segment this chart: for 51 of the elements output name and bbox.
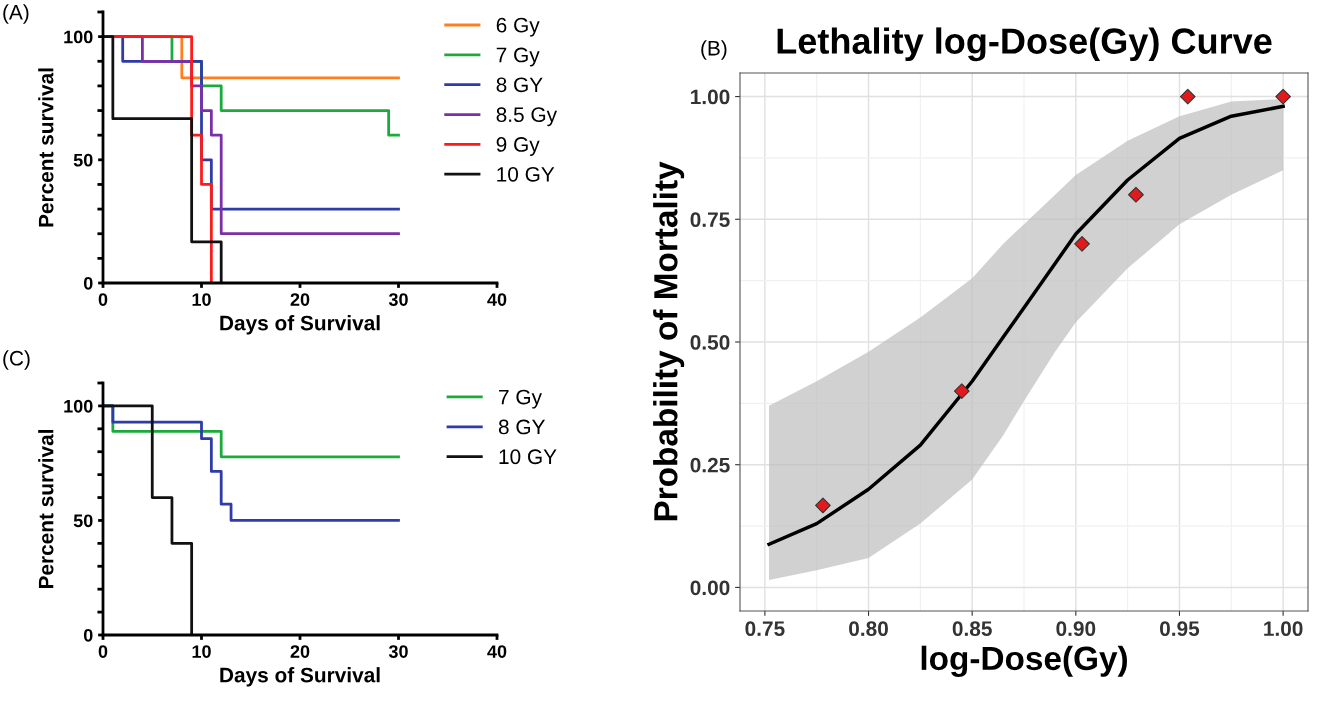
x-tick-label: 30 [388,293,408,307]
legend-label: 6 Gy [496,17,540,37]
y-tick-label: 0.00 [690,580,730,596]
y-tick-label: 100 [64,30,93,44]
y-tick-label: 1.00 [691,89,730,105]
x-tick-label: 40 [487,293,507,306]
y-tick-label: 0.25 [690,457,730,473]
y-axis-title: Probability of Mortality [653,161,685,521]
point [1275,88,1291,105]
text: (C) [3,350,30,370]
x-tick-label: 1.00 [1264,621,1303,637]
point [1074,235,1090,252]
legend-label: 7 Gy [499,389,542,409]
legend-label: 8.5 Gy [496,107,558,127]
y-tick-label: 50 [73,514,93,528]
x-tick-label: 40 [487,645,507,658]
x-tick-label: 0.85 [952,621,992,637]
y-tick-label: 50 [73,153,93,167]
legend-label: 9 Gy [496,137,540,156]
y-tick-label: 100 [64,399,93,413]
y-tick-label: 0 [83,276,93,290]
x-tick-label: 20 [290,293,310,306]
legend-label: 8 GY [498,419,546,435]
legend-label: 7 Gy [496,47,540,67]
legend-label: 10 GY [497,166,555,182]
y-tick-label: 0.50 [690,335,730,350]
y-tick-label: 0.75 [690,212,730,228]
x-tick-label: 30 [388,645,408,659]
x-tick-label: 0.80 [849,621,888,637]
x-tick-label: 0.90 [1056,621,1096,637]
point [1128,186,1144,203]
y-axis-title: Percent survival [38,429,54,589]
point [815,497,831,514]
x-tick-label: 20 [290,645,310,658]
x-tick-label: 0.95 [1160,621,1200,637]
text: (B) [701,40,727,60]
x-axis-title: log-Dose(Gy) [921,645,1127,677]
x-tick-label: 0 [98,645,108,658]
legend-label: 10 GY [499,449,557,465]
x-tick-label: 10 [192,293,211,306]
chart-title: Lethality log-Dose(Gy) Curve [777,27,1272,62]
text: (A) [3,4,29,24]
legend-label: 8 GY [496,77,543,93]
x-axis-title: Days of Survival [220,315,380,335]
point [1179,88,1196,105]
point [953,383,970,399]
x-axis-title: Days of Survival [220,667,380,687]
y-axis-title: Percent survival [38,68,54,227]
x-tick-label: 0 [98,293,108,306]
x-tick-label: 0.75 [745,621,785,637]
x-tick-label: 10 [192,645,211,658]
